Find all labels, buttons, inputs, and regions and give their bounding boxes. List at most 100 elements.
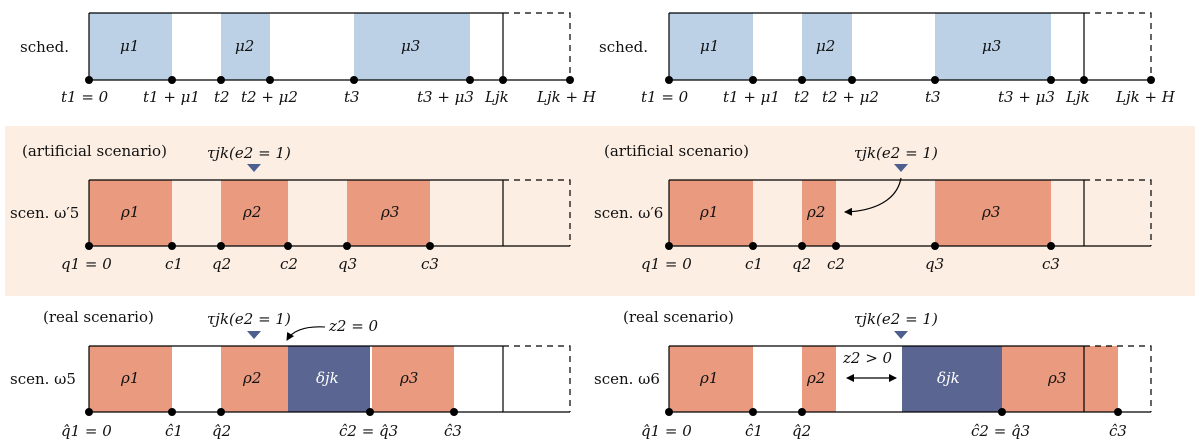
block-delta [288,346,370,412]
block-mu3 [935,13,1051,80]
point-label: ĉ1 [165,422,183,440]
scenario-header: (artificial scenario) [22,142,167,160]
point-label: q3 [925,255,944,273]
point-label: t2 [794,88,810,106]
block-rho1 [669,180,753,246]
block-rho2 [221,180,288,246]
panel-artificial-left: (artificial scenario) τjk(e2 = 1) scen. … [10,142,571,273]
point-label: q1 = 0 [61,255,112,273]
block-label-mu1: μ1 [700,37,719,55]
point-label: q̂1 = 0 [641,422,692,440]
block-label-rho1: ρ1 [120,203,139,221]
point-label: ĉ2 = q̂3 [339,422,398,440]
block-mu2 [802,13,852,80]
block-label-rho2: ρ2 [242,369,261,387]
block-label-rho3: ρ3 [981,203,1000,221]
point-label: t2 + μ2 [241,88,298,106]
marker-arrow [844,177,902,216]
point-label: t1 = 0 [61,88,109,106]
scenario-header: (real scenario) [623,308,734,326]
marker-triangle-icon [247,164,261,172]
point-label: c3 [1042,255,1060,273]
block-label-delta: δjk [316,369,339,387]
block-mu3 [354,13,470,80]
point-label: c3 [421,255,439,273]
marker-triangle-icon [894,331,908,339]
marker-label: τjk(e2 = 1) [207,144,291,162]
time-points [85,242,434,250]
marker-label: τjk(e2 = 1) [207,310,291,328]
block-label-mu2: μ2 [816,37,835,55]
point-label: t1 + μ1 [143,88,200,106]
row-label: scen. ω6 [594,370,660,388]
row-label: sched. [20,38,69,56]
horizon-dashed-box [1084,345,1152,412]
block-label-mu2: μ2 [235,37,254,55]
horizon-dashed-box [1084,12,1152,80]
point-label: ĉ1 [745,422,763,440]
scenario-header: (real scenario) [43,308,154,326]
panel-real-right: (real scenario) τjk(e2 = 1) scen. ω6 ρ1 … [594,308,1152,440]
block-mu1 [89,13,172,80]
point-label: ĉ2 = q̂3 [971,422,1030,440]
block-rho3 [1002,346,1118,412]
horizon-dashed-box [1084,179,1152,246]
block-label-rho2: ρ2 [806,203,825,221]
point-label: t3 [925,88,941,106]
block-rho3 [347,180,430,246]
point-label: c1 [165,255,183,273]
point-label: ĉ3 [444,422,462,440]
point-label: t3 + μ3 [417,88,474,106]
block-label-mu3: μ3 [982,37,1001,55]
point-label: Ljk [484,88,509,106]
point-label: Ljk + H [1115,88,1176,106]
point-label: q1 = 0 [641,255,692,273]
block-rho1 [89,180,172,246]
block-mu1 [669,13,753,80]
horizon-dashed-box [503,179,571,246]
block-label-delta: δjk [937,369,960,387]
point-label: t2 + μ2 [822,88,879,106]
point-label: t1 + μ1 [723,88,780,106]
point-label: Ljk [1065,88,1090,106]
marker-triangle-icon [894,164,908,172]
panel-real-left: (real scenario) τjk(e2 = 1) z2 = 0 scen.… [10,308,571,440]
point-label: q̂2 [212,422,231,440]
point-label: Ljk + H [536,88,597,106]
block-rho1 [669,346,753,412]
point-label: t3 + μ3 [998,88,1055,106]
point-label: q̂1 = 0 [61,422,112,440]
marker-triangle-icon [247,331,261,339]
row-label: sched. [599,38,648,56]
time-points [665,76,1155,84]
point-label: q2 [212,255,231,273]
row-label: scen. ω′6 [594,204,663,222]
marker-label: τjk(e2 = 1) [854,144,938,162]
panel-artificial-right: (artificial scenario) τjk(e2 = 1) scen. … [594,142,1152,273]
point-label: c1 [745,255,763,273]
block-label-rho2: ρ2 [242,203,261,221]
time-points [85,408,458,416]
block-label-rho1: ρ1 [699,369,718,387]
point-label: q3 [338,255,357,273]
z-annotation: z2 = 0 [328,317,379,335]
block-rho2 [221,346,288,412]
row-label: scen. ω′5 [10,204,79,222]
block-label-rho3: ρ3 [380,203,399,221]
time-points [85,76,574,84]
marker-label: τjk(e2 = 1) [854,310,938,328]
block-label-rho1: ρ1 [120,369,139,387]
block-rho2 [802,180,836,246]
block-label-mu1: μ1 [120,37,139,55]
block-rho3 [372,346,454,412]
point-label: q̂2 [792,422,811,440]
block-label-mu3: μ3 [401,37,420,55]
point-label: q2 [792,255,811,273]
block-label-rho1: ρ1 [699,203,718,221]
point-label: t1 = 0 [641,88,689,106]
block-delta [902,346,1002,412]
block-rho1 [89,346,172,412]
block-rho2 [802,346,836,412]
point-label: ĉ3 [1109,422,1127,440]
